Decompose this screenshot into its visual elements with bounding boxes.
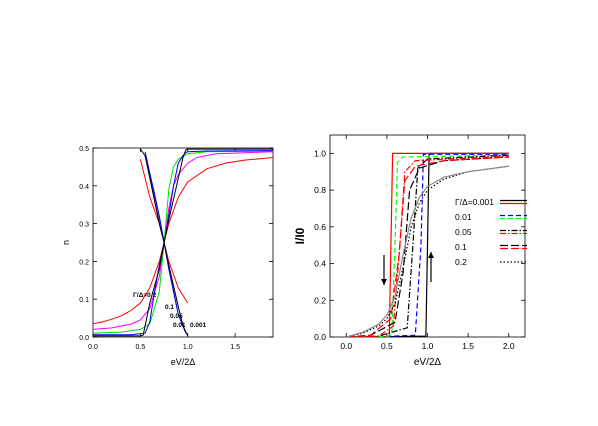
x-tick-label: 1.5 <box>462 341 474 351</box>
y-tick-label: 1.0 <box>314 148 326 158</box>
legend-label: 0.01 <box>455 212 472 222</box>
y-tick-label: 0.8 <box>314 185 326 195</box>
legend-label: Γ/Δ=0.001 <box>455 197 494 207</box>
series-line-0 <box>93 157 273 325</box>
series-line-3 <box>346 154 509 337</box>
chart-current-vs-voltage: 0.0 0.5 1.0 1.5 2.0 0.0 0.2 0.4 0.6 0.8 1.0 eV/2Δ I/… <box>293 134 527 368</box>
x-tick-label: 1.0 <box>422 341 434 351</box>
y-tick-label: 0.1 <box>79 297 89 304</box>
y-axis-label: I/I0 <box>293 227 307 244</box>
series-group <box>346 152 509 337</box>
y-tick-label: 0.4 <box>79 184 89 191</box>
series-group <box>93 148 273 337</box>
curve-annotation: Γ/Δ=0.2 <box>133 292 157 299</box>
series-line-0 <box>346 152 509 337</box>
series-line-1 <box>139 159 189 304</box>
arrow-up-head <box>428 252 434 258</box>
y-tick-label: 0.0 <box>79 335 89 342</box>
curve-annotation: 0.01 <box>173 322 186 329</box>
series-line-9 <box>139 148 189 337</box>
x-axis-label: eV/2Δ <box>171 357 196 367</box>
curve-annotation: 0.05 <box>170 313 183 320</box>
y-tick-label: 0.2 <box>79 259 89 266</box>
arrow-down-head <box>381 279 387 285</box>
y-tick-label: 0.3 <box>79 222 89 229</box>
series-line-9 <box>346 165 509 337</box>
x-tick-label: 0.0 <box>340 341 352 351</box>
legend-label: 0.1 <box>455 242 467 252</box>
series-line-4 <box>346 154 509 337</box>
plot-frame <box>92 147 274 338</box>
series-line-6 <box>346 156 509 337</box>
y-tick-label: 0.0 <box>314 332 326 342</box>
series-line-8 <box>93 148 273 337</box>
legend-label: 0.05 <box>455 227 472 237</box>
series-line-6 <box>93 150 273 336</box>
series-line-4 <box>93 150 273 334</box>
y-tick-label: 0.5 <box>79 146 89 153</box>
y-tick-label: 0.4 <box>314 259 326 269</box>
curve-annotation: 0.001 <box>190 322 207 329</box>
chart-n-vs-voltage: 0.0 0.5 1.0 1.5 0.0 0.1 0.2 0.3 0.4 0.5 eV/2Δ n Γ/Δ=… <box>61 146 274 367</box>
curve-annotation: 0.1 <box>165 304 174 311</box>
x-axis-label: eV/2Δ <box>414 357 442 368</box>
series-line-2 <box>93 151 273 330</box>
legend: Γ/Δ=0.001 0.01 0.05 0.1 0.2 <box>455 197 527 267</box>
y-axis-label: n <box>61 240 71 245</box>
series-line-7 <box>346 156 509 337</box>
x-tick-label: 0.0 <box>88 344 98 351</box>
y-tick-label: 0.2 <box>314 295 326 305</box>
legend-label: 0.2 <box>455 257 467 267</box>
series-line-8 <box>346 165 509 337</box>
x-tick-label: 1.5 <box>230 344 240 351</box>
x-tick-label: 0.5 <box>136 344 146 351</box>
x-tick-label: 1.0 <box>183 344 193 351</box>
x-tick-label: 2.0 <box>503 341 515 351</box>
y-tick-label: 0.6 <box>314 222 326 232</box>
x-tick-label: 0.5 <box>381 341 393 351</box>
